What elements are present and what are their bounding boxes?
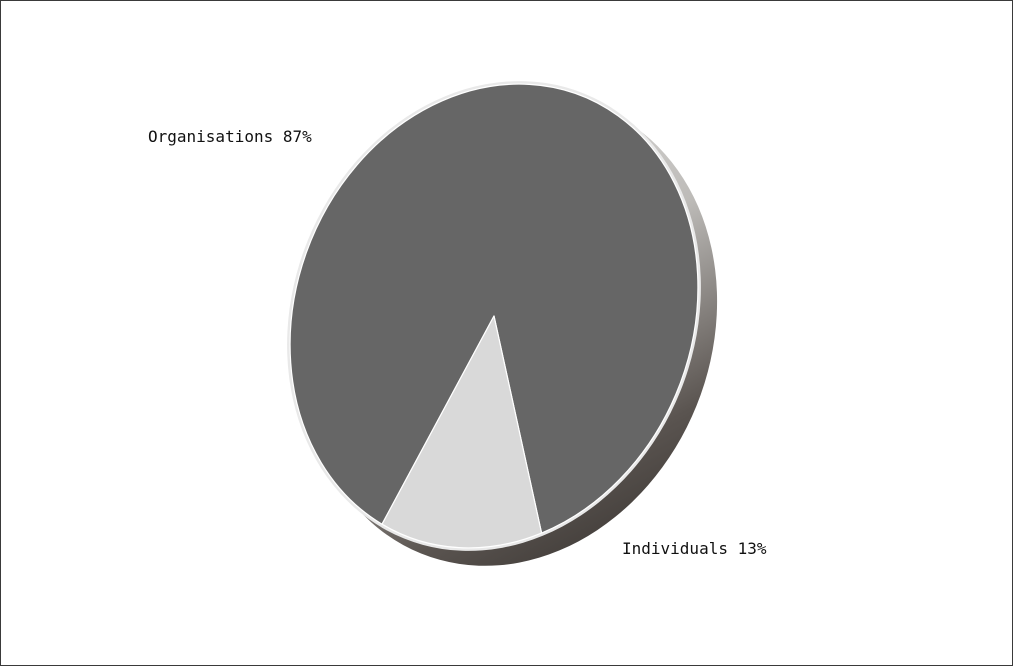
slice-organisations <box>289 83 699 534</box>
slice-label-individuals: Individuals 13% <box>622 539 767 558</box>
slice-label-organisations: Organisations 87% <box>148 127 312 146</box>
slice-individuals <box>381 315 543 549</box>
pie-top <box>287 81 701 551</box>
